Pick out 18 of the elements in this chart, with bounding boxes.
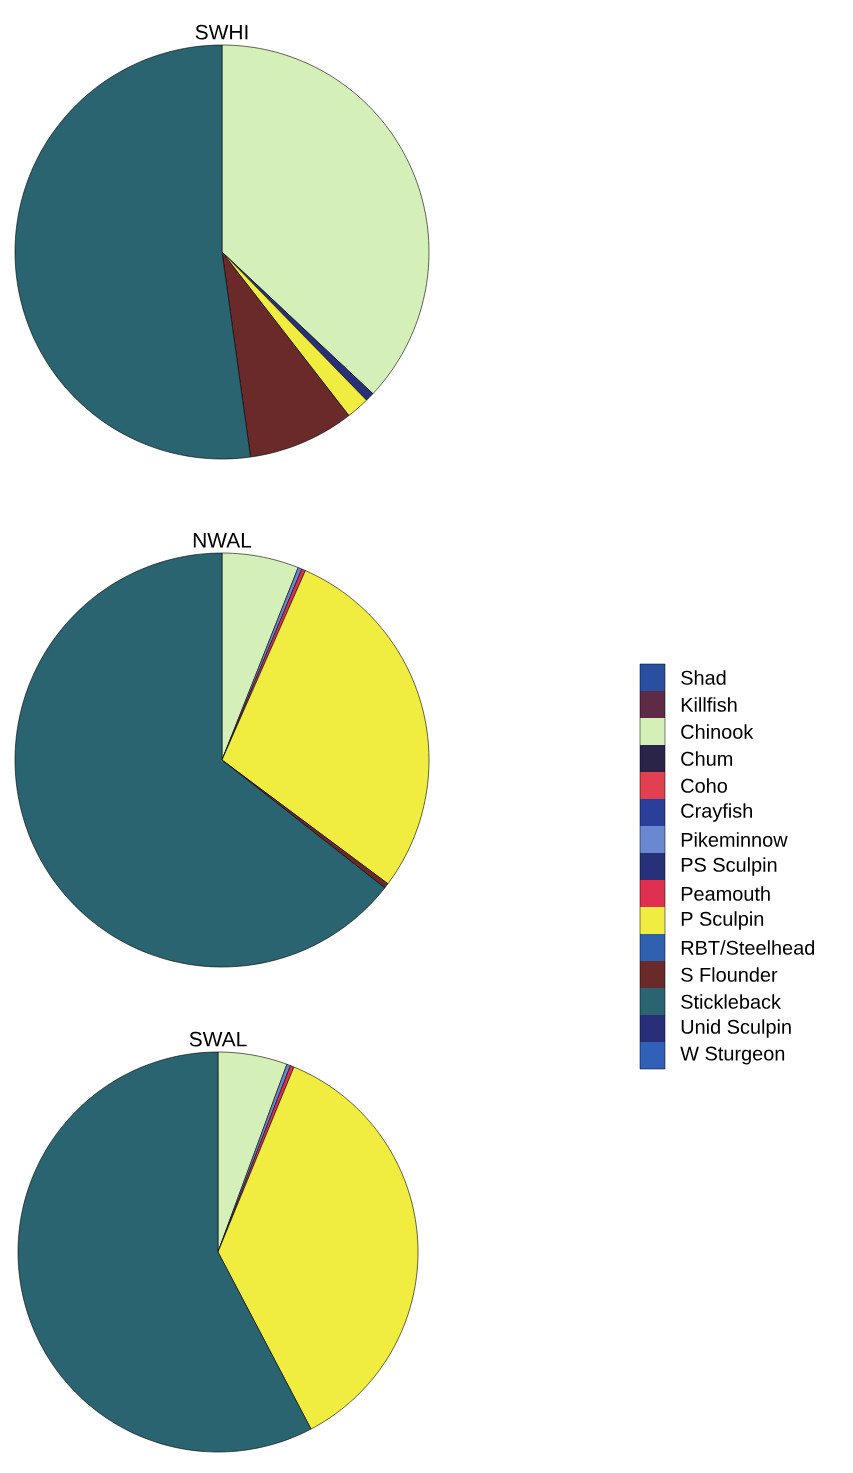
chart-title: SWHI [195, 24, 248, 40]
legend-label: Chum [681, 751, 733, 766]
legend-label: Chinook [681, 724, 754, 739]
legend-label: Stickleback [681, 994, 781, 1009]
legend-label: Peamouth [681, 886, 770, 901]
legend-label: Crayfish [681, 803, 752, 822]
legend-label: Coho [681, 778, 727, 793]
legend-label: Killfish [681, 697, 737, 712]
legend-label: PS Sculpin [681, 857, 777, 876]
legend-label: Unid Sculpin [681, 1019, 791, 1038]
legend-label: Pikeminnow [681, 832, 788, 847]
legend-label: RBT/Steelhead [681, 940, 815, 955]
legend-label: W Sturgeon [680, 1046, 785, 1065]
chart-title: SWAL [189, 1031, 247, 1047]
legend-label: S Flounder [681, 967, 778, 982]
legend-label: Shad [681, 670, 726, 685]
legend-label: P Sculpin [681, 911, 764, 930]
chart-title: NWAL [193, 533, 252, 548]
